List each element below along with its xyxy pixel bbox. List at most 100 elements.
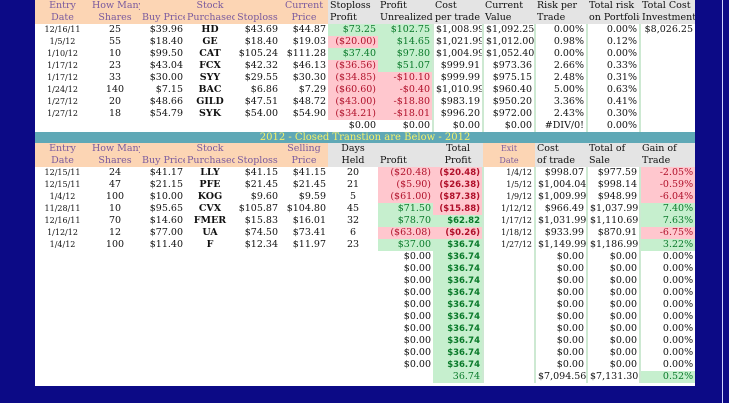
cell[interactable]: $19.03 (292, 36, 326, 47)
cell[interactable] (90, 311, 140, 323)
column-header[interactable] (235, 143, 280, 155)
cell[interactable]: $36.74 (433, 359, 483, 371)
cell[interactable] (235, 359, 280, 371)
cell[interactable]: $996.20 (432, 108, 483, 120)
cell[interactable]: 0.30% (586, 108, 640, 120)
cell[interactable]: 1/17/12 (47, 73, 78, 82)
cell[interactable]: $998.07 (534, 167, 587, 179)
cell[interactable] (235, 263, 280, 275)
cell[interactable]: 0.00% (638, 347, 696, 359)
cell[interactable] (90, 251, 140, 263)
cell[interactable]: $102.75 (378, 24, 433, 36)
column-header[interactable]: Gain of (640, 143, 696, 155)
cell[interactable] (185, 287, 235, 299)
cell[interactable]: 10 (108, 203, 122, 214)
column-header[interactable]: Sale (587, 155, 640, 167)
cell[interactable]: 1/10/12 (47, 49, 78, 58)
cell[interactable] (140, 323, 185, 335)
cell[interactable]: 0.00% (638, 275, 696, 287)
cell[interactable]: $0.00 (534, 251, 587, 263)
cell[interactable]: 21 (346, 179, 360, 190)
cell[interactable] (280, 311, 328, 323)
cell[interactable]: 1/4/12 (49, 240, 76, 249)
cell[interactable]: 0.33% (586, 60, 640, 72)
cell[interactable]: SYY (199, 72, 221, 83)
column-header[interactable]: Trade (640, 155, 696, 167)
cell[interactable]: $0.00 (534, 323, 587, 335)
cell[interactable]: $0.00 (403, 323, 431, 334)
cell[interactable] (328, 371, 378, 383)
cell[interactable]: ($20.00) (328, 36, 378, 48)
cell[interactable]: $14.65 (378, 36, 433, 48)
column-header[interactable]: Profit (328, 12, 378, 24)
cell[interactable]: 0.52% (638, 371, 696, 383)
cell[interactable] (280, 347, 328, 359)
cell[interactable]: $0.00 (534, 311, 587, 323)
cell[interactable]: 33 (108, 72, 122, 83)
cell[interactable] (35, 251, 90, 263)
column-header[interactable]: Current (280, 0, 328, 12)
cell[interactable]: 140 (105, 84, 125, 95)
cell[interactable]: FCX (199, 60, 221, 71)
cell[interactable]: $51.07 (378, 60, 433, 72)
cell[interactable] (185, 347, 235, 359)
cell[interactable]: CAT (199, 48, 221, 59)
cell[interactable]: 0.00% (586, 24, 640, 36)
cell[interactable]: 32 (346, 215, 360, 226)
cell[interactable] (90, 335, 140, 347)
cell[interactable] (140, 335, 185, 347)
cell[interactable]: 1/5/12 (482, 179, 535, 191)
cell[interactable] (35, 335, 90, 347)
cell[interactable]: $78.70 (378, 215, 433, 227)
column-header[interactable]: Total (433, 143, 483, 155)
column-header[interactable]: Profit (378, 0, 433, 12)
cell[interactable] (639, 120, 695, 132)
cell[interactable]: 0.00% (638, 335, 696, 347)
cell[interactable]: ($5.90) (378, 179, 433, 191)
cell[interactable] (35, 275, 90, 287)
cell[interactable]: $111.28 (286, 48, 326, 59)
cell[interactable]: $105.24 (238, 48, 278, 59)
cell[interactable]: 1/12/12 (47, 228, 78, 237)
cell[interactable]: 1/17/12 (482, 215, 535, 227)
cell[interactable]: 23 (108, 60, 122, 71)
cell[interactable] (140, 275, 185, 287)
column-header[interactable]: Price (280, 155, 328, 167)
cell[interactable]: $37.00 (378, 239, 433, 251)
cell[interactable]: $10.00 (149, 191, 183, 202)
column-header[interactable]: Days (328, 143, 378, 155)
cell[interactable] (280, 323, 328, 335)
cell[interactable]: $48.72 (292, 96, 326, 107)
cell[interactable]: $14.60 (149, 215, 183, 226)
cell[interactable]: $36.74 (433, 287, 483, 299)
column-header[interactable]: Investments (640, 12, 695, 24)
cell[interactable]: $62.82 (433, 215, 483, 227)
cell[interactable]: 70 (108, 215, 122, 226)
cell[interactable]: $97.80 (378, 48, 433, 60)
cell[interactable]: 0.00% (638, 311, 696, 323)
cell[interactable]: -6.04% (638, 191, 696, 203)
cell[interactable]: HD (201, 24, 219, 35)
cell[interactable]: $0.00 (586, 287, 640, 299)
cell[interactable]: 3.36% (534, 96, 587, 108)
cell[interactable]: $74.50 (244, 227, 278, 238)
cell[interactable]: $9.59 (298, 191, 326, 202)
column-header[interactable]: Profit (433, 155, 483, 167)
cell[interactable]: 1/27/12 (47, 97, 78, 106)
cell[interactable] (280, 263, 328, 275)
cell[interactable]: $47.51 (244, 96, 278, 107)
cell[interactable] (378, 371, 433, 383)
cell[interactable]: -6.75% (638, 227, 696, 239)
cell[interactable]: $999.99 (432, 72, 483, 84)
cell[interactable]: $43.04 (149, 60, 183, 71)
column-header[interactable]: Risk per (535, 0, 587, 12)
cell[interactable]: $42.32 (244, 60, 278, 71)
cell[interactable]: $0.00 (534, 359, 587, 371)
cell[interactable]: F (206, 239, 214, 250)
cell[interactable]: #DIV/0! (534, 120, 587, 132)
cell[interactable]: $41.17 (149, 167, 183, 178)
cell[interactable] (90, 323, 140, 335)
cell[interactable]: $104.80 (286, 203, 326, 214)
cell[interactable] (90, 120, 140, 132)
cell[interactable]: 0.00% (534, 48, 587, 60)
